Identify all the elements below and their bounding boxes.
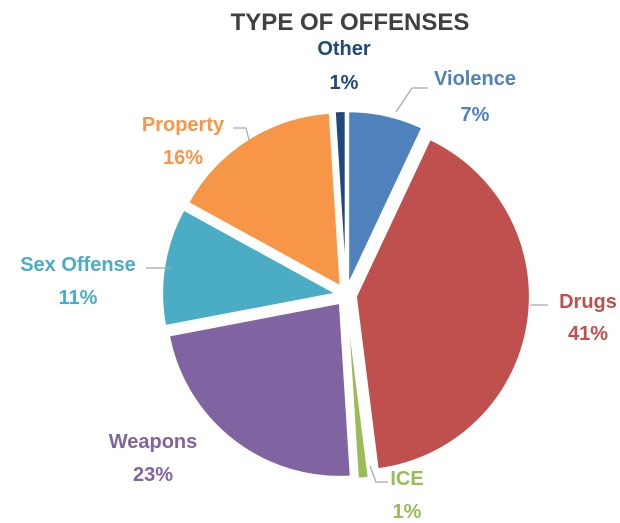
slice-category-label: ICE [390, 468, 423, 490]
slice-value-label: 1% [330, 72, 359, 94]
pie-slices [161, 110, 531, 480]
leader-line-property [233, 127, 250, 141]
leader-lines [146, 87, 548, 483]
slice-value-label: 11% [59, 287, 98, 309]
slice-category-label: Weapons [109, 431, 198, 453]
pie-slice-drugs [354, 137, 531, 471]
slice-value-label: 7% [461, 104, 490, 126]
pie-slice-property [186, 111, 342, 289]
chart-title: TYPE OF OFFENSES [231, 9, 470, 36]
pie-slice-violence [347, 110, 424, 286]
slice-value-label: 1% [393, 501, 422, 523]
slice-labels: Violence 7% Drugs 41% ICE 1% Weapons 23% Sex Off… [20, 38, 617, 523]
slice-category-label: Sex Offense [20, 254, 136, 276]
slice-value-label: 41% [568, 323, 608, 345]
pie-slice-ice [345, 304, 370, 480]
leader-line-ice [369, 465, 388, 483]
slice-value-label: 23% [133, 464, 173, 486]
slice-category-label: Other [317, 38, 371, 60]
leader-line-violence [395, 87, 428, 113]
slice-category-label: Violence [434, 68, 516, 90]
pie-slice-weapons [167, 301, 352, 478]
slice-category-label: Property [142, 114, 225, 136]
pie-slice-other [333, 110, 347, 286]
slice-category-label: Drugs [559, 291, 617, 313]
pie-slice-sex-offense [161, 208, 340, 328]
slice-value-label: 16% [163, 147, 203, 169]
